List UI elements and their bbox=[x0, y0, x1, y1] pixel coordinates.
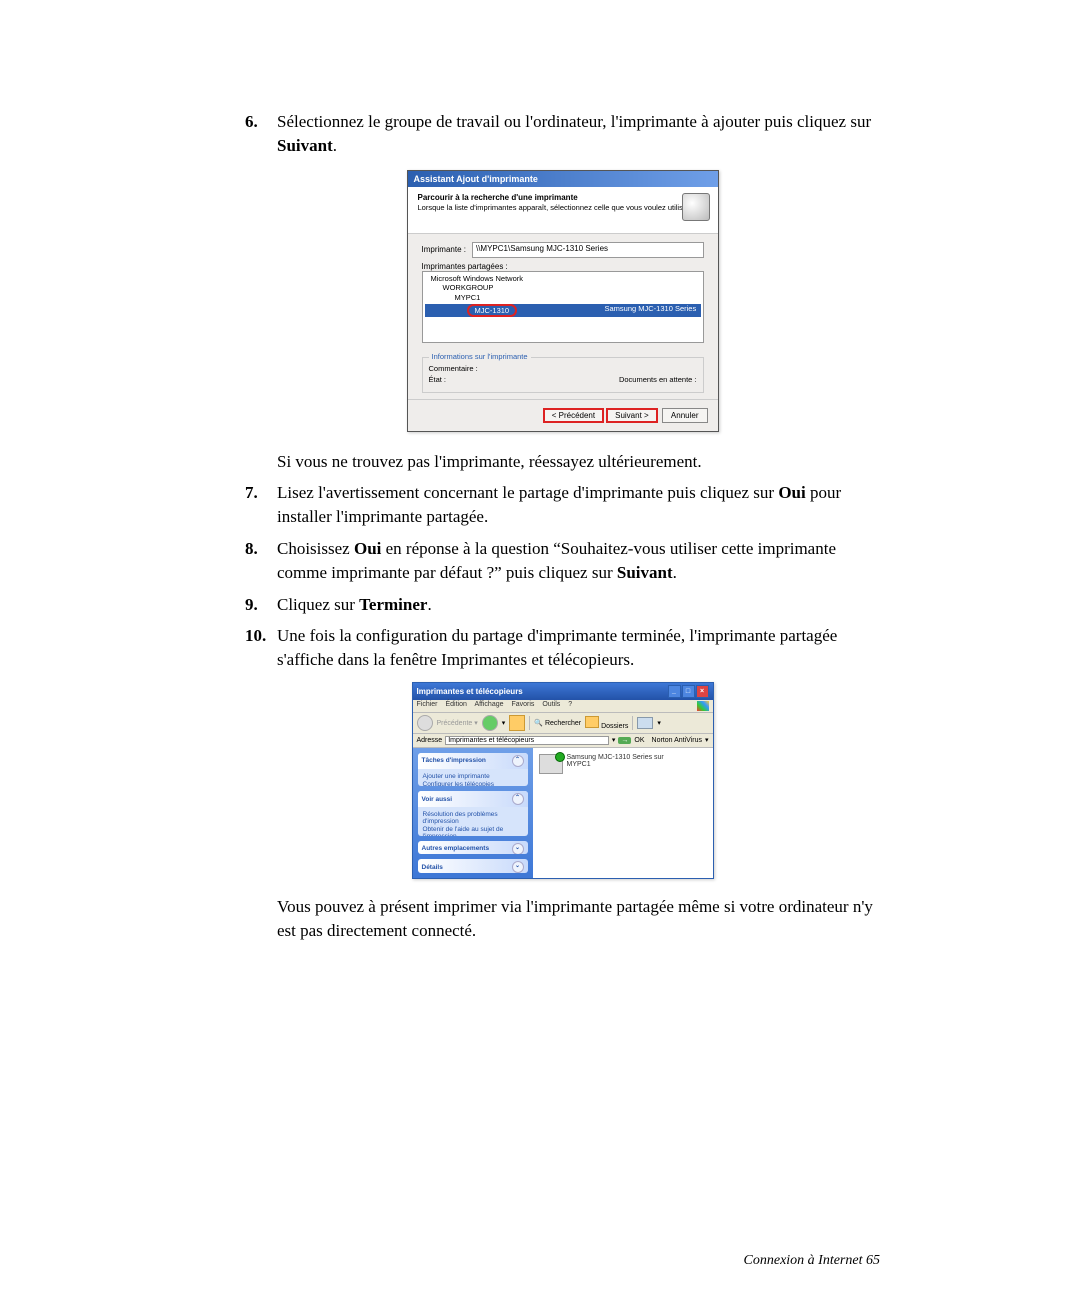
shared-printers-tree[interactable]: Microsoft Windows Network WORKGROUP MYPC… bbox=[422, 271, 704, 343]
collapse-icon[interactable]: ⌃ bbox=[512, 755, 524, 767]
explorer-titlebar: Imprimantes et télécopieurs _ □ × bbox=[413, 683, 713, 700]
tree-node-network[interactable]: Microsoft Windows Network bbox=[425, 274, 701, 284]
shared-printers-label: Imprimantes partagées : bbox=[422, 262, 704, 271]
info-docs-label: Documents en attente : bbox=[619, 375, 697, 384]
step-num-6: 6. bbox=[245, 110, 258, 134]
step-6: 6. Sélectionnez le groupe de travail ou … bbox=[245, 110, 880, 158]
see-help[interactable]: Obtenir de l'aide au sujet de l'impressi… bbox=[423, 826, 523, 836]
back-nav-button[interactable] bbox=[417, 715, 433, 731]
tree-node-pc[interactable]: MYPC1 bbox=[425, 293, 701, 303]
step-8: 8. Choisissez Oui en réponse à la questi… bbox=[245, 537, 880, 585]
forward-nav-button[interactable] bbox=[482, 715, 498, 731]
printer-name-line2: MYPC1 bbox=[567, 761, 664, 768]
address-input[interactable]: Imprimantes et télécopieurs bbox=[445, 736, 609, 745]
page-footer: Connexion à Internet 65 bbox=[744, 1253, 880, 1269]
collapse-icon[interactable]: ⌃ bbox=[512, 793, 524, 805]
close-button[interactable]: × bbox=[696, 685, 709, 698]
panel-see-also: Voir aussi ⌃ Résolution des problèmes d'… bbox=[418, 791, 528, 836]
shared-printer-item[interactable]: Samsung MJC-1310 Series sur MYPC1 bbox=[539, 754, 707, 774]
step-6-text: Sélectionnez le groupe de travail ou l'o… bbox=[277, 112, 871, 155]
up-folder-button[interactable] bbox=[509, 715, 525, 731]
menu-edit[interactable]: Édition bbox=[445, 701, 466, 708]
wizard-header: Parcourir à la recherche d'une imprimant… bbox=[408, 187, 718, 234]
printer-icon bbox=[682, 193, 710, 221]
printers-explorer-window: Imprimantes et télécopieurs _ □ × Fichie… bbox=[412, 682, 714, 879]
step-7: 7. Lisez l'avertissement concernant le p… bbox=[245, 481, 880, 529]
panel-other-places: Autres emplacements ⌄ bbox=[418, 841, 528, 855]
expand-icon[interactable]: ⌄ bbox=[512, 843, 524, 855]
task-add-printer[interactable]: Ajouter une imprimante bbox=[423, 773, 523, 780]
explorer-menubar: Fichier Édition Affichage Favoris Outils… bbox=[413, 700, 713, 713]
menu-favorites[interactable]: Favoris bbox=[511, 701, 534, 708]
printer-label: Imprimante : bbox=[422, 245, 466, 254]
maximize-button[interactable]: □ bbox=[682, 685, 695, 698]
see-troubleshoot[interactable]: Résolution des problèmes d'impression bbox=[423, 811, 523, 825]
folders-icon bbox=[585, 716, 599, 728]
paragraph-final: Vous pouvez à présent imprimer via l'imp… bbox=[277, 895, 880, 943]
menu-view[interactable]: Affichage bbox=[474, 701, 503, 708]
address-label: Adresse bbox=[417, 737, 443, 744]
tree-node-workgroup[interactable]: WORKGROUP bbox=[425, 283, 701, 293]
explorer-body: Tâches d'impression ⌃ Ajouter une imprim… bbox=[413, 748, 713, 878]
printer-path-input[interactable]: \\MYPC1\Samsung MJC-1310 Series bbox=[472, 242, 704, 258]
printer-info-group: Informations sur l'imprimante Commentair… bbox=[422, 357, 704, 393]
menu-tools[interactable]: Outils bbox=[542, 701, 560, 708]
panel-other-places-title: Autres emplacements bbox=[422, 845, 490, 852]
explorer-toolbar: Précédente ▾ ▾ 🔍 Rechercher Dossiers ▾ bbox=[413, 713, 713, 734]
back-nav-label: Précédente ▾ bbox=[437, 719, 478, 727]
panel-print-tasks-title: Tâches d'impression bbox=[422, 757, 486, 764]
menu-file[interactable]: Fichier bbox=[417, 701, 438, 708]
paragraph-retry: Si vous ne trouvez pas l'imprimante, rée… bbox=[277, 450, 880, 474]
cancel-button[interactable]: Annuler bbox=[662, 408, 708, 423]
panel-see-also-title: Voir aussi bbox=[422, 796, 453, 803]
explorer-content: Samsung MJC-1310 Series sur MYPC1 bbox=[533, 748, 713, 878]
wizard-footer: < PrécédentSuivant > Annuler bbox=[408, 399, 718, 431]
network-printer-icon bbox=[539, 754, 563, 774]
views-button[interactable] bbox=[637, 717, 653, 729]
explorer-addressbar: Adresse Imprimantes et télécopieurs ▾ →O… bbox=[413, 734, 713, 748]
search-button[interactable]: 🔍 Rechercher bbox=[534, 719, 581, 727]
step-10: 10. Une fois la configuration du partage… bbox=[245, 624, 880, 672]
panel-details-title: Détails bbox=[422, 864, 443, 871]
tree-node-selected[interactable]: MJC-1310 Samsung MJC-1310 Series bbox=[425, 304, 701, 317]
go-button[interactable]: → bbox=[618, 737, 631, 744]
panel-print-tasks: Tâches d'impression ⌃ Ajouter une imprim… bbox=[418, 753, 528, 786]
wizard-head-subtitle: Lorsque la liste d'imprimantes apparaît,… bbox=[418, 203, 710, 212]
menu-items: Fichier Édition Affichage Favoris Outils… bbox=[417, 701, 579, 711]
printer-name-line1: Samsung MJC-1310 Series sur bbox=[567, 754, 664, 761]
explorer-title-text: Imprimantes et télécopieurs bbox=[417, 687, 523, 696]
add-printer-wizard: Assistant Ajout d'imprimante Parcourir à… bbox=[407, 170, 719, 432]
step-9: 9. Cliquez sur Terminer. bbox=[245, 593, 880, 617]
window-controls: _ □ × bbox=[668, 685, 709, 698]
back-button[interactable]: < Précédent bbox=[543, 408, 604, 423]
minimize-button[interactable]: _ bbox=[668, 685, 681, 698]
explorer-sidebar: Tâches d'impression ⌃ Ajouter une imprim… bbox=[413, 748, 533, 878]
xp-logo-icon bbox=[697, 701, 709, 711]
task-setup-fax[interactable]: Configurer les télécopies bbox=[423, 781, 523, 786]
expand-icon[interactable]: ⌄ bbox=[512, 861, 524, 873]
wizard-body: Imprimante : \\MYPC1\Samsung MJC-1310 Se… bbox=[408, 234, 718, 399]
menu-help[interactable]: ? bbox=[568, 701, 572, 708]
info-comment-label: Commentaire : bbox=[429, 364, 478, 373]
norton-label: Norton AntiVirus bbox=[652, 737, 702, 744]
printer-info-legend: Informations sur l'imprimante bbox=[429, 352, 531, 361]
panel-details: Détails ⌄ bbox=[418, 859, 528, 873]
wizard-title: Assistant Ajout d'imprimante bbox=[408, 171, 718, 187]
next-button[interactable]: Suivant > bbox=[606, 408, 658, 423]
wizard-head-title: Parcourir à la recherche d'une imprimant… bbox=[418, 193, 710, 202]
info-state-label: État : bbox=[429, 375, 447, 384]
folders-button[interactable]: Dossiers bbox=[585, 716, 628, 730]
